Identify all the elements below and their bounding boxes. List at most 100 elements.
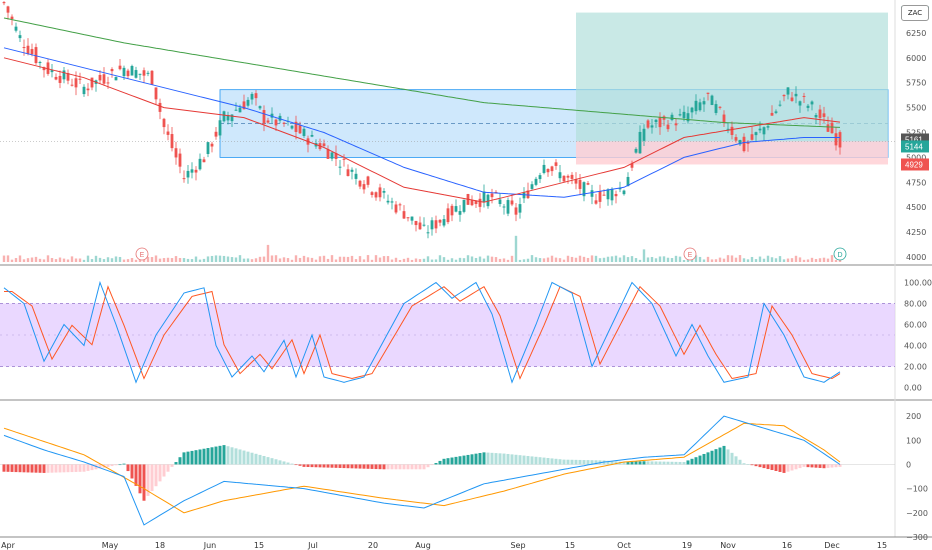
volume-bar (226, 256, 230, 262)
volume-bar (710, 259, 714, 262)
volume-bar (766, 255, 770, 262)
candle-body (294, 121, 298, 132)
candle-body (542, 164, 546, 173)
macd-histogram-bar (262, 455, 266, 465)
volume-bar (514, 235, 518, 262)
candle-body (382, 191, 386, 193)
macd-histogram-bar (254, 453, 258, 465)
stoch-tick-label: 100.00 (904, 279, 932, 288)
macd-histogram-bar (818, 464, 822, 468)
volume-bar (146, 256, 150, 262)
event-marker-label: D (837, 252, 842, 259)
macd-histogram-bar (718, 447, 722, 465)
macd-histogram-bar (34, 464, 38, 473)
candle-body (830, 122, 834, 134)
volume-bar (458, 257, 462, 262)
candle-body (158, 102, 162, 112)
volume-bar (10, 259, 14, 262)
volume-bar (394, 257, 398, 262)
candle-body (50, 70, 54, 73)
time-tick-label: 15 (565, 541, 575, 550)
macd-histogram-bar (702, 453, 706, 465)
volume-bar (186, 258, 190, 262)
volume-bar (194, 256, 198, 262)
volume-bar (78, 258, 82, 262)
volume-bar (834, 259, 838, 262)
candle-body (58, 75, 62, 83)
volume-bar (14, 258, 18, 262)
macd-histogram-bar (402, 464, 406, 470)
candle-body (74, 78, 78, 88)
candle-body (342, 158, 346, 160)
candle-body (322, 143, 326, 147)
macd-histogram-bar (238, 449, 242, 465)
macd-histogram-bar (182, 452, 186, 465)
macd-histogram-bar (506, 453, 510, 465)
candle-body (250, 93, 254, 100)
volume-bar (826, 258, 830, 262)
candle-body (522, 192, 526, 199)
volume-bar (70, 256, 74, 262)
volume-bar (598, 258, 602, 262)
macd-histogram-bar (190, 450, 194, 465)
macd-histogram-bar (14, 464, 18, 473)
candle-body (330, 152, 334, 159)
candle-body (106, 82, 110, 84)
macd-tick-label: −200 (906, 509, 928, 518)
candle-body (702, 101, 706, 105)
macd-histogram-bar (566, 459, 570, 465)
macd-histogram-bar (330, 464, 334, 468)
volume-bar (418, 259, 422, 262)
volume-bar (430, 259, 434, 262)
volume-bar (398, 259, 402, 262)
macd-histogram-bar (206, 448, 210, 465)
volume-bar (62, 258, 66, 262)
macd-histogram-bar (634, 461, 638, 465)
candle-body (498, 199, 502, 204)
candle-body (442, 219, 446, 226)
volume-bar (542, 258, 546, 262)
candle-body (670, 114, 674, 121)
volume-bar (218, 255, 222, 262)
macd-histogram-bar (662, 461, 666, 465)
candle-body (606, 189, 610, 200)
volume-bar (310, 257, 314, 262)
volume-bar (426, 256, 430, 262)
macd-histogram-bar (606, 460, 610, 465)
macd-histogram-bar (46, 464, 50, 473)
volume-bar (254, 258, 258, 262)
macd-histogram-bar (726, 449, 730, 465)
candle-body (474, 200, 478, 205)
candle-body (130, 65, 134, 76)
volume-bar (330, 255, 334, 262)
macd-histogram-bar (782, 464, 786, 473)
volume-bar (286, 258, 290, 262)
macd-histogram-bar (350, 464, 354, 469)
macd-histogram-bar (630, 461, 634, 465)
volume-bar (54, 259, 58, 262)
volume-bar (386, 256, 390, 262)
candle-body (110, 69, 114, 72)
volume-bar (282, 257, 286, 262)
price-tick-label: 4500 (906, 203, 926, 212)
macd-histogram-bar (734, 456, 738, 465)
macd-histogram-bar (154, 464, 158, 487)
volume-bar (378, 257, 382, 262)
candle-body (490, 193, 494, 198)
ticker-badge[interactable]: ZAC (901, 5, 929, 21)
macd-histogram-bar (294, 464, 298, 466)
candle-body (706, 92, 710, 94)
candle-body (578, 179, 582, 189)
volume-bar (382, 256, 386, 262)
event-marker (833, 247, 847, 261)
volume-bar (746, 259, 750, 262)
macd-histogram-bar (78, 464, 82, 472)
candle-body (346, 169, 350, 177)
macd-histogram-bar (798, 464, 802, 469)
candle-body (718, 106, 722, 108)
volume-bar (298, 257, 302, 262)
candle-body (62, 70, 66, 80)
volume-bar (42, 259, 46, 262)
volume-bar (806, 259, 810, 262)
